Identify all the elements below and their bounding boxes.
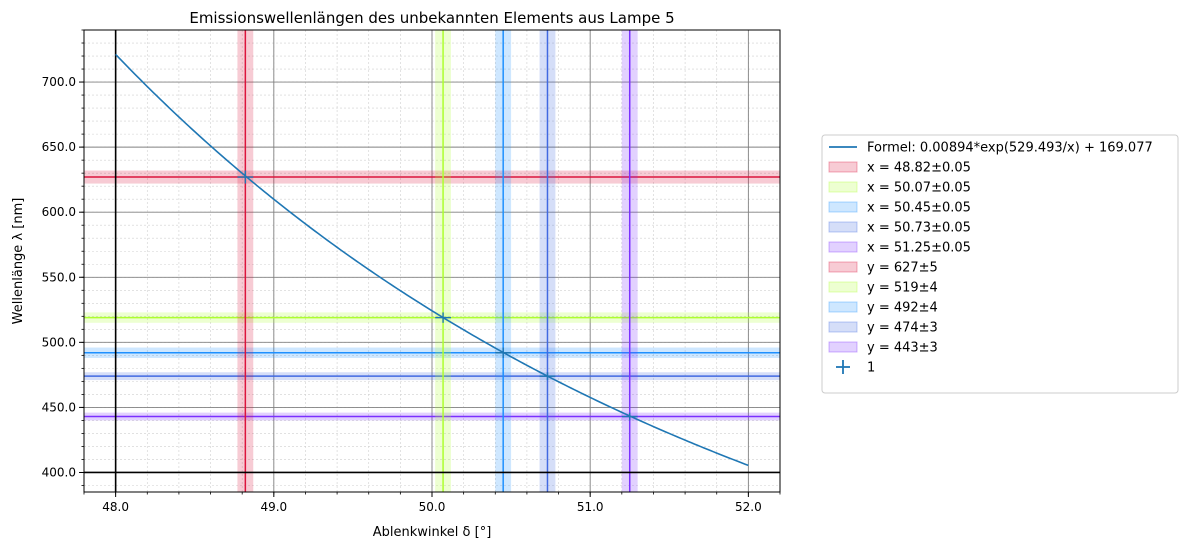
y-tick-label: 600.0 bbox=[42, 205, 76, 219]
chart-title: Emissionswellenlängen des unbekannten El… bbox=[189, 9, 674, 27]
legend-label: Formel: 0.00894*exp(529.493/x) + 169.077 bbox=[867, 141, 1153, 156]
legend-entry: y = 519±4 bbox=[828, 281, 938, 296]
legend-entry: x = 51.25±0.05 bbox=[828, 241, 971, 256]
x-tick-label: 52.0 bbox=[735, 500, 762, 514]
legend-patch-swatch bbox=[828, 241, 858, 253]
legend-label: x = 48.82±0.05 bbox=[867, 161, 971, 176]
legend-patch-swatch bbox=[828, 301, 858, 313]
legend-entry: y = 474±3 bbox=[828, 321, 938, 336]
legend-patch-swatch bbox=[828, 161, 858, 173]
data-point bbox=[495, 347, 512, 358]
x-tick-label: 49.0 bbox=[260, 500, 287, 514]
y-tick-label: 500.0 bbox=[42, 335, 76, 349]
legend-patch-swatch bbox=[828, 341, 858, 353]
plot-area: 48.0 49.0 50.0 51.0 52.0 400.0 450.0 500.0 550.0… bbox=[42, 29, 781, 514]
legend-label: x = 50.73±0.05 bbox=[867, 221, 971, 236]
legend-label: x = 50.45±0.05 bbox=[867, 201, 971, 216]
legend-entry: x = 50.73±0.05 bbox=[828, 221, 971, 236]
legend-label: y = 492±4 bbox=[867, 301, 938, 316]
legend-label: 1 bbox=[867, 361, 875, 376]
legend-patch-swatch bbox=[828, 221, 858, 233]
plot-inner bbox=[84, 30, 780, 492]
legend-entry: y = 443±3 bbox=[828, 341, 938, 356]
legend-entry: x = 48.82±0.05 bbox=[828, 161, 971, 176]
legend-label: y = 519±4 bbox=[867, 281, 938, 296]
x-axis-label: Ablenkwinkel δ [°] bbox=[373, 525, 492, 540]
legend-entry: Formel: 0.00894*exp(529.493/x) + 169.077 bbox=[829, 141, 1153, 156]
legend-patch-swatch bbox=[828, 261, 858, 273]
legend-entry: x = 50.45±0.05 bbox=[828, 201, 971, 216]
legend-label: x = 50.07±0.05 bbox=[867, 181, 971, 196]
y-tick-label: 400.0 bbox=[42, 465, 76, 479]
legend-entry: y = 492±4 bbox=[828, 301, 938, 316]
legend-entry: 1 bbox=[836, 360, 875, 376]
y-tick-label: 650.0 bbox=[42, 140, 76, 154]
fit-curve bbox=[115, 53, 749, 467]
legend-patch-swatch bbox=[828, 181, 858, 193]
legend-patch-swatch bbox=[828, 321, 858, 333]
legend-box bbox=[821, 134, 1179, 394]
y-tick-label: 550.0 bbox=[42, 270, 76, 284]
legend-label: x = 51.25±0.05 bbox=[867, 241, 971, 256]
legend-entry: y = 627±5 bbox=[828, 261, 938, 276]
legend-label: y = 443±3 bbox=[867, 341, 938, 356]
data-point bbox=[237, 170, 254, 184]
x-tick-label: 48.0 bbox=[102, 500, 129, 514]
legend-patch-swatch bbox=[828, 281, 858, 293]
x-tick-label: 50.0 bbox=[419, 500, 446, 514]
legend: Formel: 0.00894*exp(529.493/x) + 169.077… bbox=[821, 134, 1179, 394]
legend-patch-swatch bbox=[828, 201, 858, 213]
data-point bbox=[435, 312, 451, 323]
x-tick-label: 51.0 bbox=[577, 500, 604, 514]
y-axis-label: Wellenlänge λ [nm] bbox=[11, 198, 26, 325]
data-point bbox=[539, 372, 556, 381]
y-tick-label: 450.0 bbox=[42, 400, 76, 414]
legend-entry: x = 50.07±0.05 bbox=[828, 181, 971, 196]
data-point bbox=[621, 412, 638, 421]
y-tick-label: 700.0 bbox=[42, 75, 76, 89]
legend-label: y = 474±3 bbox=[867, 321, 938, 336]
legend-label: y = 627±5 bbox=[867, 261, 938, 276]
